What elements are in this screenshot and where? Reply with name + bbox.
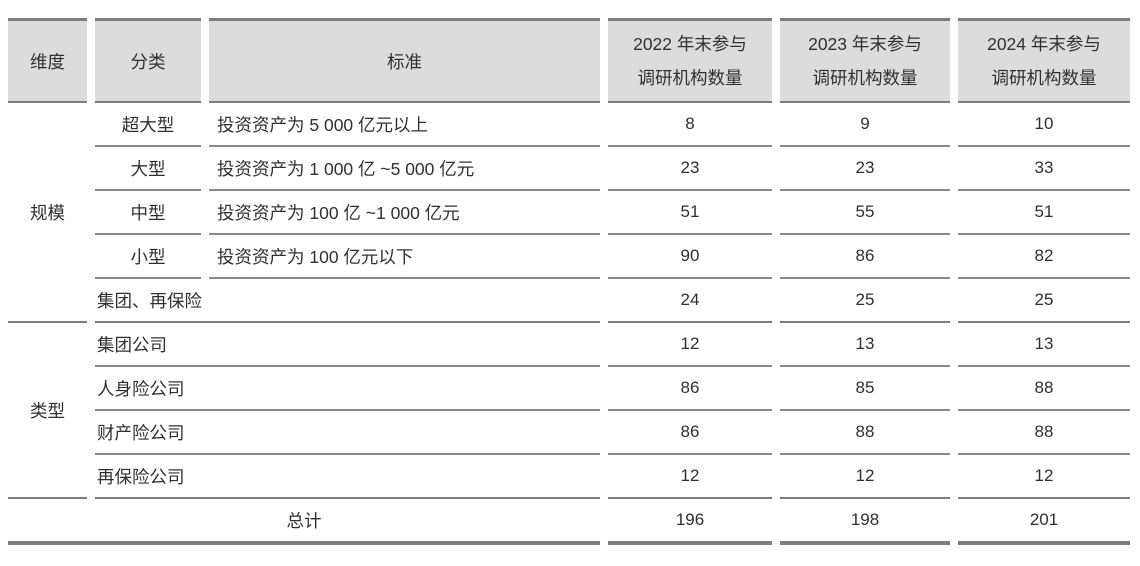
col-header-2023-line1: 2023 年末参与 — [808, 34, 922, 54]
table-row: 财产险公司 86 88 88 — [8, 411, 1130, 455]
cell-value-2023: 23 — [780, 147, 950, 191]
cell-value-2024: 88 — [958, 411, 1130, 455]
total-value-2022: 196 — [608, 499, 772, 545]
table-row: 中型 投资资产为 100 亿 ~1 000 亿元 51 55 51 — [8, 191, 1130, 235]
cell-value-2023: 13 — [780, 323, 950, 367]
cell-standard: 投资资产为 100 亿 ~1 000 亿元 — [209, 191, 600, 235]
cell-value-2023: 9 — [780, 103, 950, 147]
cell-value-2023: 12 — [780, 455, 950, 499]
col-header-2023-line2: 调研机构数量 — [812, 68, 918, 88]
total-label: 总计 — [8, 499, 600, 545]
cell-value-2024: 88 — [958, 367, 1130, 411]
cell-category-merged: 集团公司 — [95, 323, 600, 367]
cell-value-2024: 82 — [958, 235, 1130, 279]
table-row: 类型 集团公司 12 13 13 — [8, 323, 1130, 499]
total-value-2024: 201 — [958, 499, 1130, 545]
total-row: 总计 196 198 201 — [8, 499, 1130, 545]
cell-standard: 投资资产为 100 亿元以下 — [209, 235, 600, 279]
dimension-label-type: 类型 — [8, 323, 87, 499]
cell-category: 小型 — [95, 235, 201, 279]
cell-value-2024: 51 — [958, 191, 1130, 235]
cell-category-merged: 再保险公司 — [95, 455, 600, 499]
cell-category-merged: 财产险公司 — [95, 411, 600, 455]
table-row: 规模 超大型 投资资产为 5 000 亿元以上 8 9 10 — [8, 103, 1130, 323]
col-header-2024-line2: 调研机构数量 — [991, 68, 1097, 88]
header-row: 维度 分类 标准 2022 年末参与 调研机构数量 2023 年末参与 调研机构… — [8, 18, 1130, 103]
col-header-2024-line1: 2024 年末参与 — [987, 34, 1101, 54]
col-header-dimension: 维度 — [8, 18, 87, 103]
table-row: 人身险公司 86 85 88 — [8, 367, 1130, 411]
cell-value-2024: 25 — [958, 279, 1130, 323]
cell-value-2022: 8 — [608, 103, 772, 147]
col-header-2023: 2023 年末参与 调研机构数量 — [780, 18, 950, 103]
total-value-2023: 198 — [780, 499, 950, 545]
cell-category-merged: 人身险公司 — [95, 367, 600, 411]
cell-category: 中型 — [95, 191, 201, 235]
cell-value-2022: 24 — [608, 279, 772, 323]
cell-value-2023: 88 — [780, 411, 950, 455]
cell-value-2024: 10 — [958, 103, 1130, 147]
cell-value-2023: 25 — [780, 279, 950, 323]
cell-category: 超大型 — [95, 103, 201, 147]
cell-category-merged: 集团、再保险 — [95, 279, 600, 323]
cell-value-2022: 23 — [608, 147, 772, 191]
col-header-standard: 标准 — [209, 18, 600, 103]
cell-value-2022: 86 — [608, 367, 772, 411]
cell-value-2022: 90 — [608, 235, 772, 279]
table-row: 集团、再保险 24 25 25 — [8, 279, 1130, 323]
cell-value-2022: 86 — [608, 411, 772, 455]
cell-value-2023: 86 — [780, 235, 950, 279]
col-header-2024: 2024 年末参与 调研机构数量 — [958, 18, 1130, 103]
col-header-2022-line1: 2022 年末参与 — [633, 34, 747, 54]
cell-value-2022: 12 — [608, 455, 772, 499]
cell-value-2024: 33 — [958, 147, 1130, 191]
cell-value-2022: 12 — [608, 323, 772, 367]
cell-standard: 投资资产为 5 000 亿元以上 — [209, 103, 600, 147]
cell-standard: 投资资产为 1 000 亿 ~5 000 亿元 — [209, 147, 600, 191]
table-row: 再保险公司 12 12 12 — [8, 455, 1130, 499]
cell-value-2023: 55 — [780, 191, 950, 235]
dimension-label-scale: 规模 — [8, 103, 87, 323]
cell-value-2024: 12 — [958, 455, 1130, 499]
survey-institutions-table: 维度 分类 标准 2022 年末参与 调研机构数量 2023 年末参与 调研机构… — [0, 18, 1138, 545]
table-row: 小型 投资资产为 100 亿元以下 90 86 82 — [8, 235, 1130, 279]
col-header-category: 分类 — [95, 18, 201, 103]
table-row: 大型 投资资产为 1 000 亿 ~5 000 亿元 23 23 33 — [8, 147, 1130, 191]
col-header-2022-line2: 调研机构数量 — [637, 68, 743, 88]
cell-category: 大型 — [95, 147, 201, 191]
cell-value-2022: 51 — [608, 191, 772, 235]
cell-value-2023: 85 — [780, 367, 950, 411]
col-header-2022: 2022 年末参与 调研机构数量 — [608, 18, 772, 103]
cell-value-2024: 13 — [958, 323, 1130, 367]
